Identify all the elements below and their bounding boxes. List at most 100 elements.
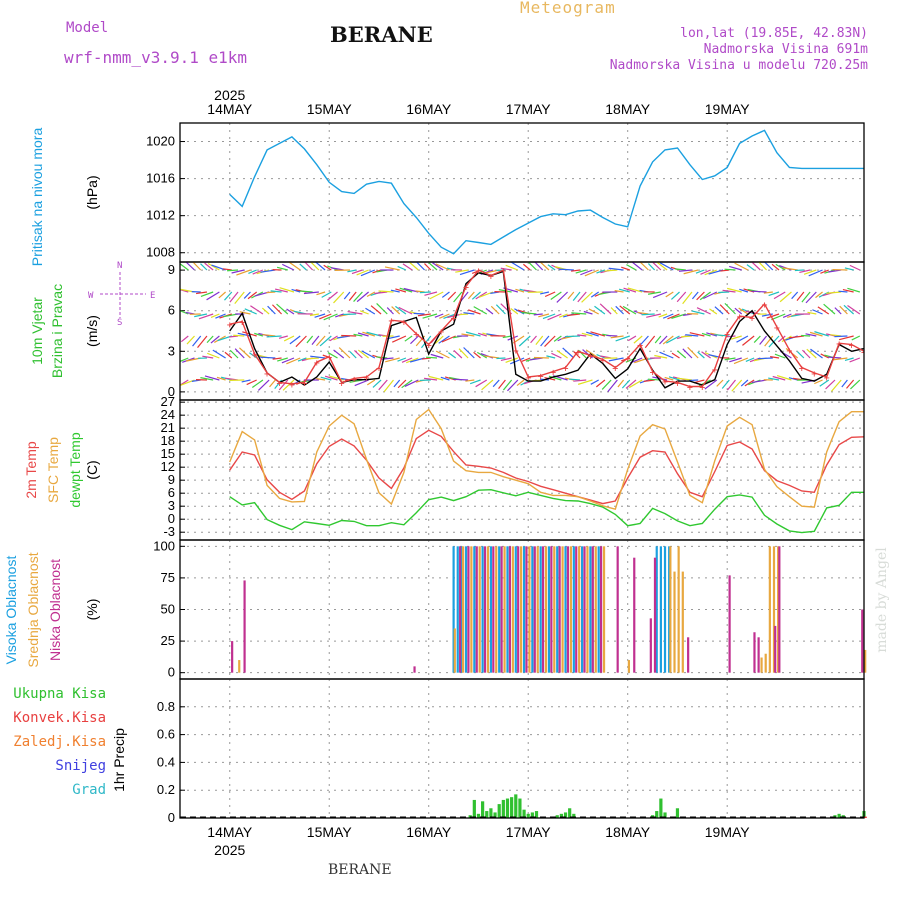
wind-barb xyxy=(782,313,792,318)
wind-barb xyxy=(594,305,606,315)
wind-barb xyxy=(481,379,494,391)
wind-barb xyxy=(305,357,319,360)
series-line-temperature-sfc-temp xyxy=(229,408,864,511)
wind-barb xyxy=(659,351,674,359)
gust-marker: + xyxy=(724,330,730,341)
wind-barb xyxy=(588,308,599,315)
wind-barb xyxy=(458,348,469,359)
wind-barb xyxy=(306,335,314,344)
wind-barb xyxy=(397,357,407,362)
bar-precipitation-ukupna-kisa xyxy=(472,799,476,818)
wind-barb xyxy=(430,353,444,359)
wind-barb xyxy=(654,335,662,344)
wind-barb xyxy=(832,357,848,361)
wind-barb xyxy=(806,348,817,359)
wind-barb xyxy=(476,351,488,359)
wind-barb xyxy=(475,379,488,388)
wind-barb xyxy=(608,357,624,362)
wind-barb xyxy=(438,335,450,344)
wind-barb xyxy=(362,331,376,337)
ytick-label-cloud-1: 25 xyxy=(161,633,175,648)
wind-barb xyxy=(237,332,251,337)
ytick-label-wind-1: 3 xyxy=(168,343,175,358)
wind-barb xyxy=(585,349,600,359)
wind-barb xyxy=(429,291,444,300)
gust-marker: + xyxy=(774,323,780,334)
wind-barb xyxy=(547,264,556,271)
wind-barb xyxy=(682,348,693,359)
bar-precipitation-ukupna-kisa xyxy=(497,804,501,818)
wind-barb xyxy=(385,357,400,363)
wind-barb xyxy=(801,334,811,337)
footer-location: BERANE xyxy=(328,862,392,878)
wind-barb xyxy=(556,291,569,303)
unit-label-cloud: (%) xyxy=(84,599,100,621)
wind-dir-w: W xyxy=(88,291,94,301)
wind-barb xyxy=(771,263,780,271)
bar-cloud-visoka-oblacnost xyxy=(556,546,559,673)
wind-barb xyxy=(652,262,662,271)
bar-precipitation-ukupna-kisa xyxy=(493,812,497,818)
wind-barb xyxy=(434,313,444,318)
wind-barb xyxy=(282,263,295,271)
ytick-label-precipitation-4: 0.8 xyxy=(157,699,175,714)
wind-barb xyxy=(270,290,282,293)
bar-precipitation-ukupna-kisa xyxy=(514,794,518,818)
wind-barb xyxy=(417,313,431,317)
wind-barb xyxy=(314,262,326,271)
wind-barb xyxy=(727,287,742,293)
wind-barb xyxy=(622,305,637,315)
gust-marker: + xyxy=(401,318,407,329)
wind-barb xyxy=(646,313,662,318)
ytick-label-temperature-5: 12 xyxy=(161,459,175,474)
gust-marker: + xyxy=(488,272,494,283)
wind-barb xyxy=(304,262,314,271)
wind-barb xyxy=(601,379,612,390)
wind-barb xyxy=(200,377,214,381)
wind-barb xyxy=(180,335,189,343)
wind-barb xyxy=(475,291,488,300)
wind-barb xyxy=(314,313,326,318)
wind-barb xyxy=(276,266,288,271)
wind-barb xyxy=(262,333,276,337)
bar-cloud-srednja-oblacnost xyxy=(461,546,465,673)
wind-barb xyxy=(615,305,624,315)
gust-marker: + xyxy=(438,327,444,338)
wind-barb xyxy=(802,349,811,359)
wind-barb xyxy=(842,288,854,293)
wind-barb xyxy=(321,291,332,298)
gust-marker: + xyxy=(301,378,307,389)
panel-frame-precipitation xyxy=(179,678,865,819)
bar-cloud-niska-oblacnost xyxy=(757,637,760,673)
wind-barb xyxy=(467,291,475,300)
wind-barb xyxy=(434,335,444,344)
wind-barb xyxy=(186,335,195,345)
wind-barb xyxy=(764,335,774,347)
wind-barb xyxy=(349,351,357,359)
ytick-label-cloud-3: 75 xyxy=(161,570,175,585)
bar-cloud-niska-oblacnost xyxy=(558,546,561,673)
wind-barb xyxy=(849,264,861,271)
wind-barb xyxy=(830,334,842,337)
wind-barb xyxy=(323,264,332,271)
wind-barb xyxy=(505,264,519,271)
wind-barb xyxy=(398,306,413,315)
wind-barb xyxy=(546,355,556,359)
wind-barb xyxy=(261,307,270,315)
bar-cloud-niska-oblacnost xyxy=(500,546,503,673)
wind-barb xyxy=(236,269,251,276)
wind-barb xyxy=(736,335,749,343)
wind-barb xyxy=(664,376,674,381)
wind-barb xyxy=(604,269,618,272)
wind-barb xyxy=(720,269,730,272)
wind-barb xyxy=(596,269,606,274)
wind-barb xyxy=(333,291,345,304)
ytick-label-pressure-2: 1016 xyxy=(146,171,175,186)
wind-barb xyxy=(572,291,581,301)
bar-cloud-srednja-oblacnost xyxy=(553,546,556,673)
wind-barb xyxy=(473,306,488,315)
bar-precipitation-ukupna-kisa xyxy=(675,808,680,818)
wind-barb xyxy=(791,291,799,300)
wind-barb xyxy=(274,288,288,293)
x-tick-bottom-0: 14MAY xyxy=(207,824,253,840)
